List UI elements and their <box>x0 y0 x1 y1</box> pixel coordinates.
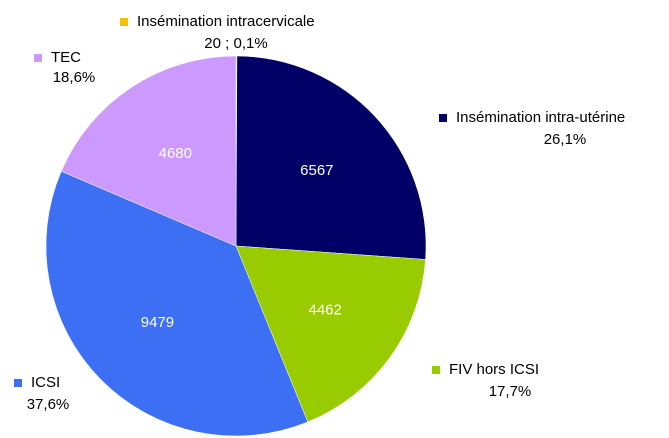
value-label: 20 <box>204 35 221 52</box>
legend-label: Insémination intracervicale <box>137 13 315 30</box>
legend-swatch <box>120 18 128 26</box>
pie-slice <box>235 55 427 260</box>
value-label: 4462 <box>309 302 342 319</box>
legend-label: TEC <box>51 49 81 66</box>
legend-swatch <box>34 54 42 62</box>
value-label: 4680 <box>159 145 192 162</box>
value-label: 6567 <box>300 162 333 179</box>
pie-slice <box>45 170 309 437</box>
pie-slice <box>60 55 237 247</box>
percent-label: 17,7% <box>489 383 532 400</box>
separator: ; <box>221 35 234 52</box>
legend-label: FIV hors ICSI <box>449 361 539 378</box>
pie-slice <box>235 245 426 423</box>
legend-swatch <box>439 114 447 122</box>
percent-label: 18,6% <box>53 69 96 86</box>
percent-label: 26,1% <box>544 131 587 148</box>
legend-label: Insémination intra-utérine <box>456 109 625 126</box>
legend-label: ICSI <box>31 374 60 391</box>
percent-label: 0,1% <box>234 35 268 52</box>
value-label: 9479 <box>141 314 174 331</box>
percent-label: 37,6% <box>27 396 70 413</box>
slice-label: 20 ; 0,1% <box>204 35 267 52</box>
legend-swatch <box>432 366 440 374</box>
legend-swatch <box>14 379 22 387</box>
